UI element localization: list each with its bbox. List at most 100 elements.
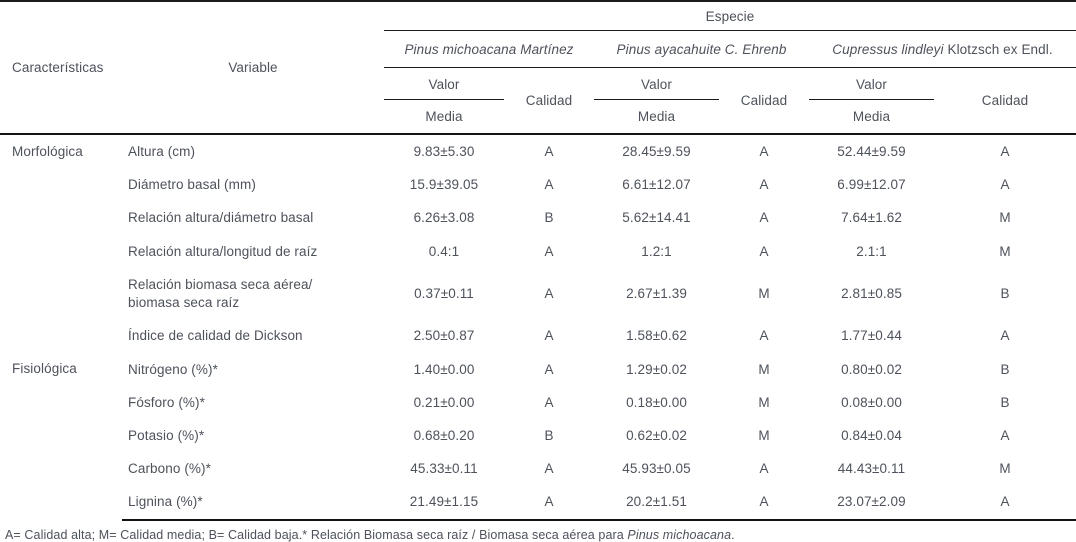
footnote-suffix: . (731, 527, 735, 542)
header-caracteristicas: Características (12, 60, 104, 75)
value-mean: 1.29±0.02 (626, 361, 687, 377)
value-mean: 21.49±1.15 (384, 485, 504, 521)
variable-label: Altura (cm) (122, 132, 384, 169)
variable-label: Relación biomasa seca aérea/ biomasa sec… (128, 276, 313, 311)
header-valor-1: Valor (384, 67, 504, 100)
quality-grade: A (759, 243, 769, 259)
footnote-text: A= Calidad alta; M= Calidad media; B= Ca… (5, 527, 628, 542)
value-mean: 0.37±0.11 (414, 286, 474, 301)
value-mean: 23.07±2.09 (809, 485, 934, 521)
value-mean: 44.43±0.11 (837, 461, 906, 477)
variable-label: Fósforo (%)* (128, 394, 205, 410)
value-mean: 0.4:1 (428, 243, 460, 259)
table-body: Morfológica Altura (cm) 9.83±5.30 A 28.45±9.… (0, 132, 1076, 521)
quality-grade: A (544, 177, 554, 193)
table-row: Lignina (%)* 21.49±1.15 A 20.2±1.51 A 23.07±2… (0, 485, 1076, 521)
header-species-3: Cupressus lindleyi Klotzsch ex Endl. (809, 30, 1076, 68)
value-mean: 28.45±9.59 (594, 132, 719, 169)
species-2-name-italic: Pinus ayacahuite C. Ehrenb (616, 42, 787, 57)
quality-grade: B (1000, 394, 1010, 410)
table-row: Diámetro basal (mm) 15.9±39.05 A 6.61±12.07… (0, 168, 1076, 201)
variable-label: Diámetro basal (mm) (128, 177, 256, 193)
value-mean: 9.83±5.30 (384, 132, 504, 169)
table-row: Relación altura/diámetro basal 6.26±3.08 B… (0, 201, 1076, 234)
table-footnote: A= Calidad alta; M= Calidad media; B= Ca… (0, 521, 1076, 542)
table-row: Relación altura/longitud de raíz 0.4:1 A 1.… (0, 235, 1076, 268)
quality-grade: A (759, 177, 769, 193)
quality-grade: A (719, 132, 809, 169)
value-mean: 0.18±0.00 (626, 394, 687, 410)
variable-label: Lignina (%)* (122, 485, 384, 521)
table-row: Morfológica Altura (cm) 9.83±5.30 A 28.45±9.… (0, 132, 1076, 320)
table-row: Carbono (%)* 45.33±0.11 A 45.93±0.05 A 44.43±… (0, 452, 1076, 485)
quality-grade: B (544, 427, 554, 443)
value-mean: 0.84±0.04 (841, 427, 902, 443)
header-media-1: Media (425, 109, 463, 124)
species-3-name-italic: Cupressus lindleyi (832, 42, 944, 57)
header-valor-3: Valor (809, 67, 934, 100)
quality-grade: A (934, 485, 1076, 521)
header-row-valor: Valor Calidad Valor Calidad Valor Calida… (0, 67, 1076, 108)
quality-grade: A (544, 286, 554, 301)
value-mean: 15.9±39.05 (409, 177, 479, 193)
header-species-1: Pinus michoacana Martínez (384, 30, 594, 68)
variable-label: Potasio (%)* (128, 427, 205, 443)
species-3-name-regular: Klotzsch ex Endl. (943, 42, 1053, 57)
value-mean: 2.1:1 (856, 243, 887, 259)
value-mean: 1.77±0.44 (841, 328, 902, 344)
table-row: Fisiológica Índice de calidad de Dickson 2… (0, 319, 1076, 376)
header-especie: Especie (384, 1, 1076, 31)
value-mean: 1.58±0.62 (626, 328, 687, 344)
header-variable: Variable (228, 60, 278, 75)
quality-grade: B (544, 210, 554, 226)
table-row: Fósforo (%)* 0.21±0.00 A 0.18±0.00 M 0.08±0.0… (0, 386, 1076, 419)
quality-grade: A (759, 210, 769, 226)
quality-grade: A (544, 394, 554, 410)
variable-label: Nitrógeno (%)* (128, 361, 218, 377)
header-calidad-2: Calidad (740, 93, 788, 108)
quality-grade: M (999, 243, 1011, 259)
quality-grade: M (758, 286, 770, 301)
value-mean: 6.61±12.07 (622, 177, 691, 193)
value-mean: 0.68±0.20 (413, 427, 475, 443)
quality-grade: A (544, 328, 554, 344)
value-mean: 52.44±9.59 (809, 132, 934, 169)
value-mean: 1.40±0.00 (413, 361, 475, 377)
value-mean: 7.64±1.62 (841, 210, 902, 226)
header-row-especie: Características Variable Especie (0, 1, 1076, 75)
quality-grade: A (544, 361, 554, 377)
quality-grade: A (719, 485, 809, 521)
quality-grade: M (999, 461, 1011, 477)
quality-grade: A (1000, 427, 1010, 443)
quality-grade: M (999, 210, 1011, 226)
quality-grade: A (544, 461, 554, 477)
header-row-media: Media Media Media (0, 100, 1076, 135)
quality-grade: A (504, 132, 594, 169)
table-header: Características Variable Especie Pinus m… (0, 1, 1076, 134)
quality-grade: M (758, 394, 770, 410)
value-mean: 6.99±12.07 (837, 177, 906, 193)
value-mean: 1.2:1 (641, 243, 672, 259)
quality-grade: B (1000, 361, 1010, 377)
section-label: Morfológica (0, 132, 122, 320)
quality-grade: A (504, 485, 594, 521)
quality-grade: A (1000, 177, 1010, 193)
species-quality-table: Características Variable Especie Pinus m… (0, 0, 1076, 521)
value-mean: 0.80±0.02 (841, 361, 902, 377)
header-valor-2: Valor (594, 67, 719, 100)
value-mean: 2.50±0.87 (413, 328, 475, 344)
value-mean: 5.62±14.41 (622, 210, 691, 226)
variable-label: Relación altura/diámetro basal (128, 210, 314, 226)
variable-label: Índice de calidad de Dickson (128, 328, 303, 344)
header-calidad-1: Calidad (525, 93, 573, 108)
value-mean: 20.2±1.51 (594, 485, 719, 521)
quality-grade: A (759, 328, 769, 344)
header-media-2: Media (637, 109, 676, 124)
value-mean: 45.33±0.11 (410, 461, 478, 477)
value-mean: 45.93±0.05 (622, 461, 691, 477)
value-mean: 0.62±0.02 (626, 427, 687, 443)
header-row-species: Pinus michoacana Martínez Pinus ayacahui… (0, 30, 1076, 68)
value-mean: 2.67±1.39 (626, 286, 687, 301)
quality-grade: A (934, 132, 1076, 169)
